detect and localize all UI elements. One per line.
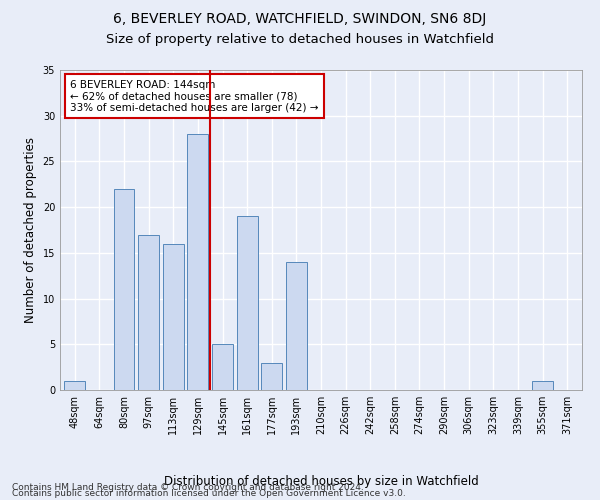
Bar <box>286 262 307 390</box>
Bar <box>532 381 553 390</box>
Bar <box>187 134 208 390</box>
Bar <box>261 362 282 390</box>
Bar <box>138 234 159 390</box>
Bar <box>163 244 184 390</box>
Text: Distribution of detached houses by size in Watchfield: Distribution of detached houses by size … <box>164 474 478 488</box>
Text: 6 BEVERLEY ROAD: 144sqm
← 62% of detached houses are smaller (78)
33% of semi-de: 6 BEVERLEY ROAD: 144sqm ← 62% of detache… <box>70 80 319 113</box>
Bar <box>236 216 257 390</box>
Bar <box>212 344 233 390</box>
Bar <box>113 189 134 390</box>
Text: Size of property relative to detached houses in Watchfield: Size of property relative to detached ho… <box>106 32 494 46</box>
Text: Contains public sector information licensed under the Open Government Licence v3: Contains public sector information licen… <box>12 489 406 498</box>
Y-axis label: Number of detached properties: Number of detached properties <box>24 137 37 323</box>
Text: 6, BEVERLEY ROAD, WATCHFIELD, SWINDON, SN6 8DJ: 6, BEVERLEY ROAD, WATCHFIELD, SWINDON, S… <box>113 12 487 26</box>
Text: Contains HM Land Registry data © Crown copyright and database right 2024.: Contains HM Land Registry data © Crown c… <box>12 483 364 492</box>
Bar <box>64 381 85 390</box>
